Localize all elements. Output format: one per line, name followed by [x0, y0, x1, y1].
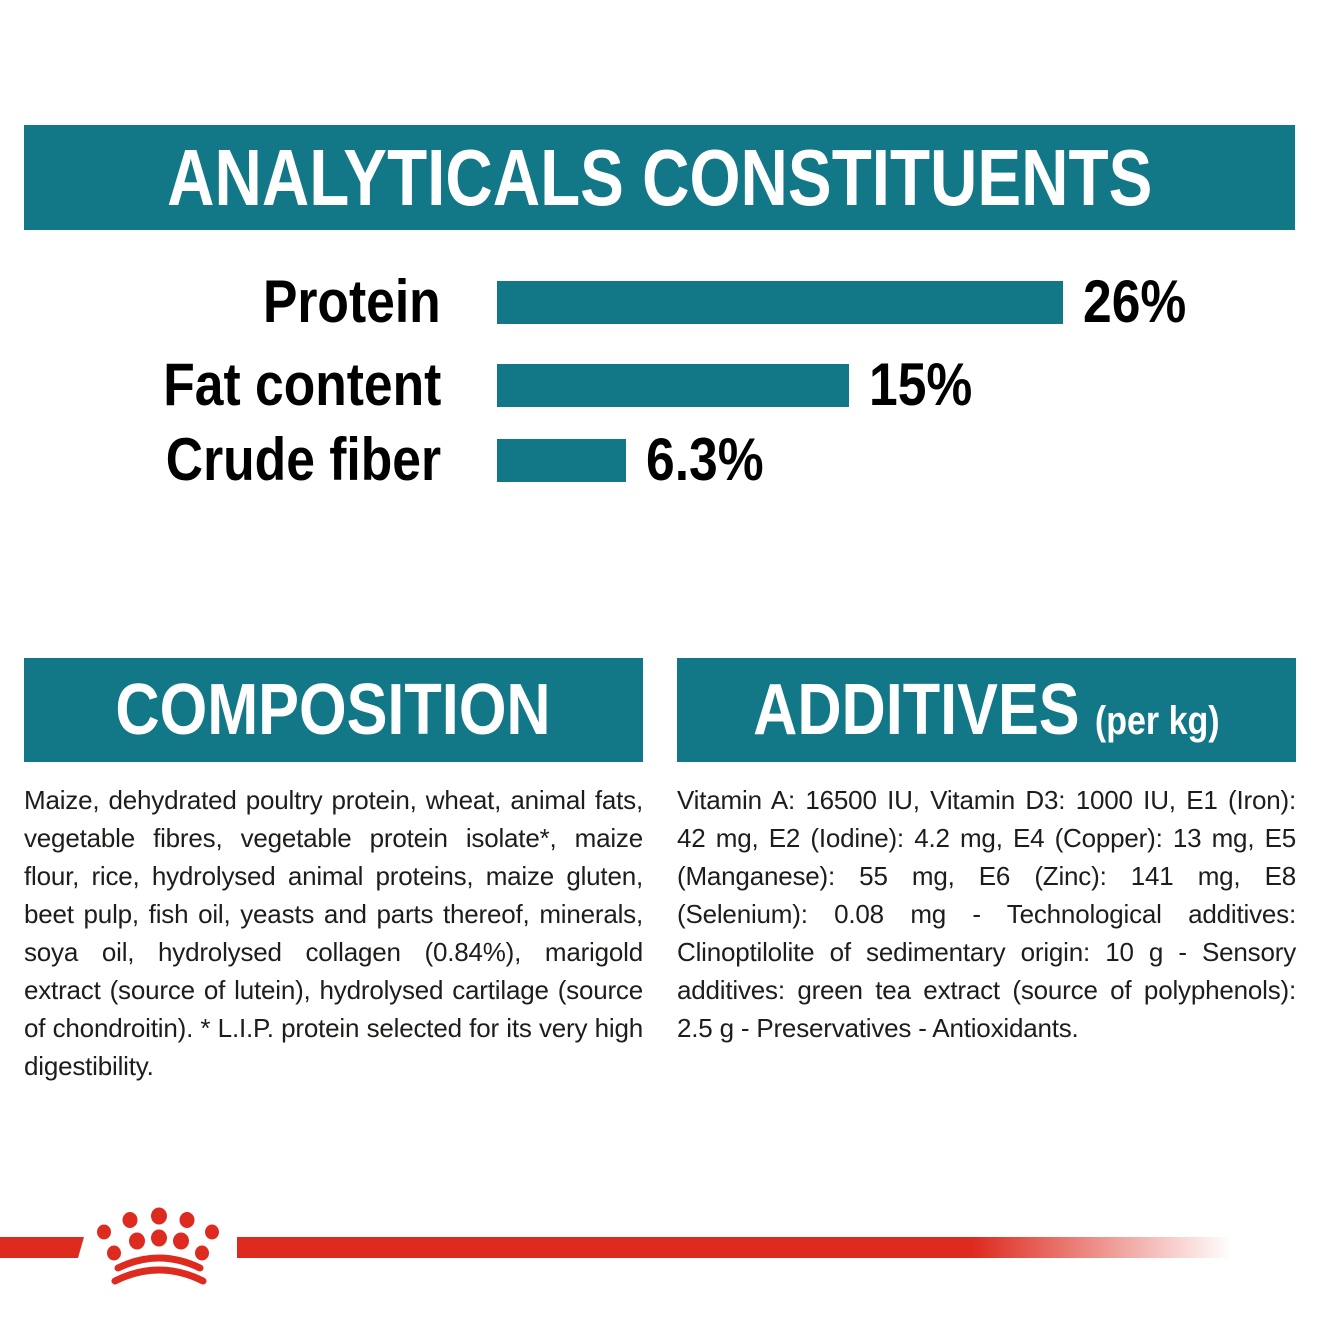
- analyticals-banner: ANALYTICALS CONSTITUENTS: [24, 125, 1295, 230]
- additives-header: ADDITIVES (per kg): [677, 658, 1296, 762]
- chart-bar-crude-fiber: [497, 438, 626, 482]
- chart-label-fat-content: Fat content: [162, 351, 441, 418]
- chart-label-protein: Protein: [263, 268, 441, 335]
- red-divider-right: [237, 1237, 1232, 1258]
- chart-row-crude-fiber: Crude fiber 6.3%: [0, 415, 783, 505]
- chart-row-fat-content: Fat content 15%: [0, 340, 989, 430]
- chart-bar-fat-content: [497, 363, 849, 407]
- additives-body-text: Vitamin A: 16500 IU, Vitamin D3: 1000 IU…: [677, 785, 1296, 1043]
- composition-header: COMPOSITION: [24, 658, 643, 762]
- composition-title: COMPOSITION: [115, 670, 552, 750]
- chart-value-protein: 26%: [1083, 268, 1187, 335]
- red-divider-left: [0, 1237, 84, 1258]
- royal-canin-crown-icon: [97, 1207, 219, 1285]
- chart-value-fat-content: 15%: [869, 351, 973, 418]
- composition-body-text: Maize, dehydrated poultry protein, wheat…: [24, 785, 643, 1081]
- additives-per-kg-label: (per kg): [1095, 699, 1220, 743]
- chart-label-crude-fiber: Crude fiber: [165, 426, 441, 493]
- chart-row-protein: Protein 26%: [0, 257, 1203, 347]
- additives-title: ADDITIVES: [753, 670, 1080, 750]
- chart-bar-protein: [497, 280, 1063, 324]
- chart-value-crude-fiber: 6.3%: [646, 426, 764, 493]
- analyticals-banner-title: ANALYTICALS CONSTITUENTS: [166, 132, 1153, 222]
